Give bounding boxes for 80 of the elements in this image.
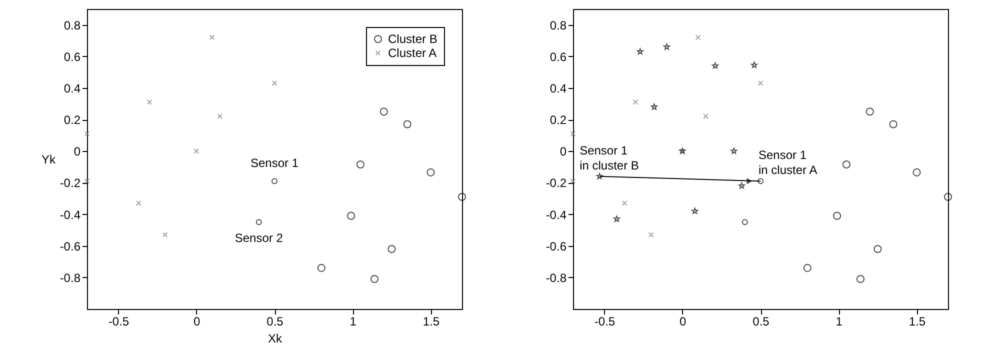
point	[347, 212, 356, 220]
point	[162, 232, 168, 238]
point	[356, 160, 364, 169]
point	[803, 264, 812, 272]
point	[194, 148, 200, 154]
legend-label: Cluster A	[388, 46, 437, 60]
point	[866, 108, 874, 116]
point	[380, 108, 388, 116]
x-tick-label: 0.5	[752, 314, 770, 328]
point	[632, 99, 638, 105]
point	[217, 114, 222, 120]
point	[272, 80, 278, 86]
y-tick-label: -0.6	[546, 239, 567, 254]
y-tick-label: 0	[74, 144, 81, 159]
point	[692, 208, 698, 214]
y-tick-label: 0.2	[64, 113, 81, 128]
x-tick-label: 1.5	[908, 314, 926, 328]
y-tick-label: 0.6	[550, 50, 567, 64]
point	[458, 192, 466, 201]
point	[596, 172, 603, 180]
point	[317, 264, 326, 272]
point	[703, 114, 709, 120]
y-tick-label: -0.8	[546, 270, 567, 285]
point	[84, 178, 90, 184]
point	[758, 80, 764, 86]
y-axis-title: Yk	[41, 152, 56, 166]
y-tick-label: -0.6	[60, 239, 81, 254]
point	[370, 274, 379, 284]
y-tick-label: -0.2	[546, 176, 567, 190]
x-tick-label: -0.5	[108, 314, 130, 328]
point	[833, 212, 842, 220]
point	[695, 34, 701, 40]
point	[570, 178, 576, 184]
point	[84, 131, 90, 136]
point	[742, 219, 748, 226]
legend-label: Cluster B	[388, 32, 438, 46]
annotation: Sensor 1	[250, 156, 299, 170]
point	[636, 48, 644, 54]
point	[570, 130, 576, 136]
point	[874, 244, 882, 254]
y-tick-label: 0.4	[550, 81, 567, 96]
x-tick-label: 1	[836, 314, 843, 328]
x-tick-label: 0.5	[266, 314, 284, 328]
point	[209, 34, 215, 40]
y-tick-label: 0.4	[64, 81, 81, 96]
point	[730, 148, 738, 154]
annotation: Sensor 1 in cluster B	[580, 143, 639, 172]
annotation: Sensor 1 in cluster A	[758, 148, 818, 178]
point	[388, 244, 396, 254]
y-tick-label: -0.4	[546, 208, 567, 222]
point	[272, 178, 278, 184]
point	[426, 168, 435, 176]
point	[256, 219, 262, 226]
y-tick-label: -0.2	[60, 176, 81, 190]
x-tick-label: 1	[350, 314, 357, 328]
point	[842, 160, 850, 169]
y-tick-label: 0.6	[64, 50, 81, 64]
x-tick-label: 0	[680, 314, 687, 328]
x-tick-label: 0	[194, 314, 201, 328]
y-tick-label: -0.4	[60, 208, 81, 222]
point	[944, 192, 952, 201]
point	[648, 232, 654, 238]
point	[912, 168, 921, 176]
y-tick-label: -0.8	[60, 270, 81, 285]
point	[622, 200, 628, 206]
point	[712, 62, 718, 69]
y-tick-label: 0.8	[64, 18, 81, 32]
point	[403, 120, 412, 128]
y-tick-label: 0.8	[550, 18, 567, 32]
y-tick-label: 0	[560, 144, 567, 159]
point	[136, 200, 142, 206]
point	[146, 100, 152, 105]
x-axis-title: Xk	[268, 332, 283, 346]
x-tick-label: -0.5	[594, 314, 616, 328]
annotation: Sensor 2	[234, 231, 284, 246]
point	[889, 120, 898, 128]
x-tick-label: 1.5	[422, 314, 440, 328]
point	[738, 182, 745, 189]
y-tick-label: 0.2	[550, 113, 567, 128]
point	[856, 274, 865, 284]
